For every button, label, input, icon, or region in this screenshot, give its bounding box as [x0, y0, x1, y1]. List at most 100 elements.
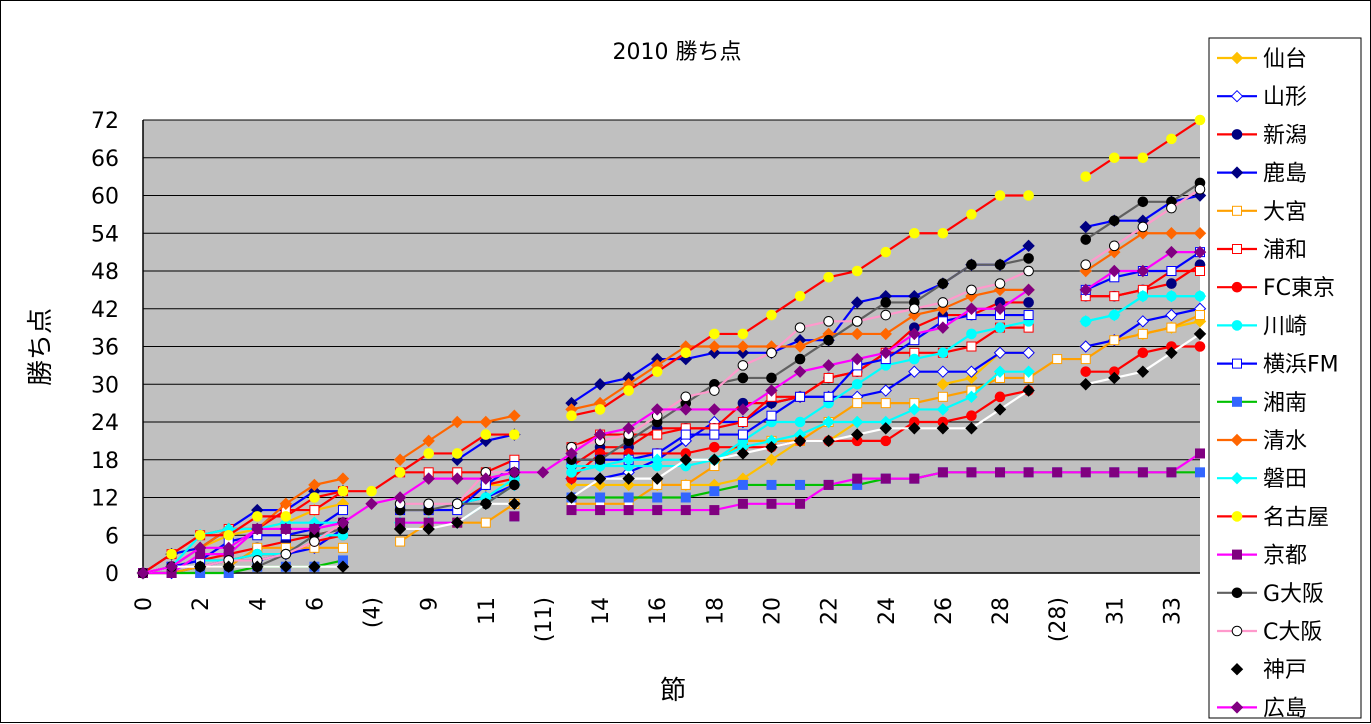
data-point: [451, 415, 464, 429]
data-point: [336, 560, 350, 573]
legend-entry: FC東京: [1217, 276, 1335, 301]
data-point: [823, 479, 834, 490]
data-point: [993, 403, 1007, 416]
data-point: [823, 372, 834, 383]
data-point: [479, 497, 493, 510]
data-point: [1079, 283, 1092, 297]
data-point: [909, 353, 920, 365]
data-point: [451, 498, 463, 510]
legend-label: 横浜FM: [1263, 353, 1339, 378]
data-point: [1232, 549, 1242, 560]
legend-entry: 京都: [1217, 544, 1307, 569]
x-tick-label: 28: [989, 597, 1014, 625]
data-point: [423, 498, 434, 510]
data-point: [593, 472, 607, 485]
data-point: [565, 447, 578, 460]
legend-label: 川崎: [1263, 314, 1307, 339]
data-point: [965, 422, 978, 435]
data-point: [1231, 587, 1243, 599]
data-point: [679, 403, 692, 416]
data-point: [1231, 129, 1243, 140]
data-point: [1137, 152, 1149, 164]
data-point: [994, 391, 1006, 403]
series-13: [138, 448, 1205, 578]
data-point: [1230, 89, 1244, 103]
data-point: [280, 511, 292, 522]
data-point: [1080, 171, 1092, 182]
legend-label: 神戸: [1263, 658, 1307, 683]
data-point: [652, 492, 663, 503]
data-point: [965, 390, 978, 404]
data-point: [451, 472, 464, 485]
data-point: [680, 391, 692, 403]
data-point: [393, 453, 407, 466]
data-point: [1165, 308, 1178, 322]
x-tick-label: 16: [646, 597, 671, 625]
y-tick-label: 12: [91, 487, 119, 512]
data-point: [651, 403, 664, 416]
y-tick-label: 0: [105, 562, 119, 587]
data-point: [1023, 297, 1034, 308]
data-point: [622, 472, 635, 485]
data-point: [536, 466, 550, 479]
data-point: [479, 415, 493, 429]
data-point: [1023, 265, 1034, 277]
data-point: [937, 227, 949, 239]
series-16: [136, 327, 1207, 580]
data-point: [337, 505, 348, 516]
data-point: [394, 467, 406, 478]
data-point: [822, 434, 835, 448]
data-point: [1230, 701, 1244, 714]
data-point: [765, 453, 778, 466]
data-point: [279, 497, 293, 510]
data-point: [851, 316, 863, 327]
data-point: [709, 505, 720, 516]
data-point: [993, 302, 1007, 315]
data-point: [936, 321, 950, 334]
data-point: [1166, 202, 1177, 214]
x-tick-label: 33: [1160, 597, 1185, 625]
data-point: [850, 428, 864, 441]
data-point: [1195, 310, 1205, 321]
data-point: [593, 378, 607, 391]
data-point: [737, 328, 749, 340]
data-point: [422, 434, 435, 448]
x-tick-label: 0: [132, 597, 157, 611]
data-point: [708, 453, 721, 466]
legend-entry: 名古屋: [1217, 505, 1329, 530]
data-point: [852, 473, 863, 484]
data-point: [1022, 365, 1035, 378]
data-point: [222, 541, 235, 555]
data-point: [1137, 221, 1149, 233]
data-point: [566, 410, 577, 422]
data-point: [651, 472, 664, 485]
data-point: [1165, 227, 1178, 240]
data-point: [737, 417, 748, 427]
data-point: [994, 259, 1006, 271]
legend-label: 鹿島: [1263, 162, 1307, 187]
data-point: [936, 365, 950, 378]
y-tick-label: 54: [91, 222, 119, 247]
data-point: [479, 472, 493, 485]
y-tick-label: 60: [91, 185, 119, 210]
data-point: [1195, 448, 1205, 459]
data-point: [422, 522, 435, 536]
legend-label: 湘南: [1263, 391, 1307, 416]
legend-entry: 湘南: [1217, 391, 1307, 416]
data-point: [1022, 384, 1035, 397]
data-point: [623, 505, 634, 516]
data-point: [793, 434, 807, 448]
data-point: [879, 346, 892, 359]
data-point: [309, 492, 320, 503]
x-tick-label: 31: [1103, 597, 1128, 625]
legend-entry: 川崎: [1217, 314, 1307, 339]
legend-label: G大阪: [1263, 582, 1324, 607]
data-point: [908, 403, 921, 416]
data-point: [794, 353, 806, 365]
data-point: [909, 227, 920, 239]
data-point: [593, 478, 607, 492]
data-point: [879, 422, 892, 435]
